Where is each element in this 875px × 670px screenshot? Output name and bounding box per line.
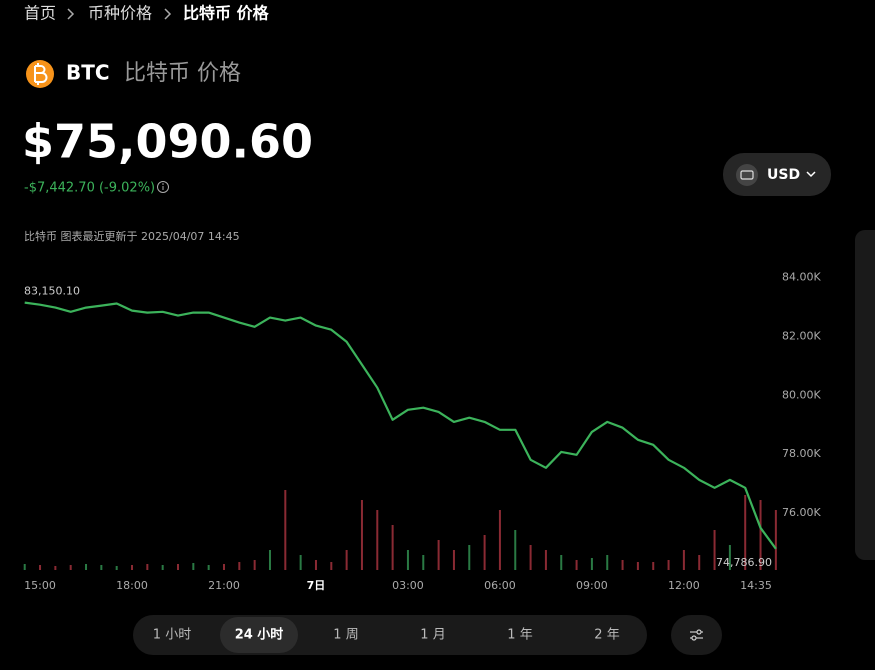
x-tick-label: 21:00 — [208, 579, 240, 592]
x-tick-label: 18:00 — [116, 579, 148, 592]
volume-bar — [85, 564, 88, 570]
btc-icon — [26, 60, 54, 88]
x-tick-label: 03:00 — [392, 579, 424, 592]
range-tab[interactable]: 1 月 — [420, 628, 445, 643]
volume-bar — [268, 550, 271, 570]
volume-bar — [314, 560, 317, 570]
extreme-label: 74,786.90 — [716, 556, 772, 569]
settings-icon — [690, 629, 703, 641]
volume-bar — [376, 510, 379, 570]
volume-bar — [146, 564, 149, 570]
price: $75,090.60 — [22, 115, 313, 169]
breadcrumb-link[interactable]: 币种价格 — [88, 4, 152, 23]
volume-bar — [177, 564, 179, 570]
volume-bar — [100, 565, 103, 570]
volume-bar — [667, 560, 670, 570]
y-tick-label: 78.00K — [782, 447, 821, 460]
volume-bar — [575, 560, 578, 570]
y-tick-label: 76.00K — [782, 506, 821, 519]
volume-bar — [391, 525, 394, 570]
price-change: -$7,442.70 (-9.02%) — [24, 181, 155, 196]
volume-bar — [621, 560, 624, 570]
volume-bar — [406, 550, 409, 570]
volume-bar — [774, 510, 777, 570]
coin-name: 比特币 价格 — [124, 61, 241, 86]
volume-bar — [483, 535, 486, 570]
volume-bar — [698, 555, 701, 570]
volume-bar — [514, 530, 517, 570]
volume-bar — [606, 555, 609, 570]
volume-bar — [544, 550, 547, 570]
volume-bar — [284, 490, 287, 570]
y-tick-label: 80.00K — [782, 388, 821, 401]
volume-bar — [222, 564, 225, 570]
volume-bar — [728, 545, 731, 570]
breadcrumb-sep — [164, 8, 172, 20]
breadcrumb-link[interactable]: 首页 — [24, 4, 56, 23]
range-tabs — [133, 615, 647, 655]
volume-bar — [131, 565, 134, 570]
updated-note: 比特币 图表最近更新于 2025/04/07 14:45 — [24, 229, 240, 243]
side-panel — [855, 230, 875, 560]
x-tick-label: 14:35 — [740, 579, 772, 592]
volume-bar — [192, 563, 195, 570]
x-tick-label: 06:00 — [484, 579, 516, 592]
volume-bar — [759, 500, 762, 570]
volume-bar — [161, 565, 164, 570]
range-tab[interactable]: 2 年 — [594, 628, 619, 643]
settings-button[interactable] — [671, 615, 722, 655]
volume-bar — [590, 558, 593, 570]
volume-bar — [452, 550, 455, 570]
active-tab — [220, 617, 298, 653]
volume-bar — [529, 545, 532, 570]
range-tab[interactable]: 24 小时 — [235, 627, 284, 643]
range-tab[interactable]: 1 年 — [507, 628, 532, 643]
volume-bar — [468, 545, 471, 570]
volume-bar — [330, 562, 333, 570]
volume-bar — [744, 495, 747, 570]
y-tick-label: 82.00K — [782, 329, 821, 342]
volume-bar — [713, 530, 716, 570]
volume-bar — [636, 562, 639, 570]
price-line — [24, 301, 777, 550]
breadcrumb-current: 比特币 价格 — [183, 4, 270, 23]
x-tick-label: 15:00 — [24, 579, 56, 592]
extreme-label: 83,150.10 — [24, 285, 80, 298]
x-tick-label: 12:00 — [668, 579, 700, 592]
volume-bar — [69, 565, 72, 570]
range-tab[interactable]: 1 周 — [333, 628, 358, 643]
x-tick-label: 7日 — [307, 579, 326, 592]
volume-bar — [23, 564, 26, 570]
y-tick-label: 84.00K — [782, 271, 821, 284]
volume-bar — [345, 550, 348, 570]
volume-bar — [652, 562, 655, 570]
currency-button[interactable]: USD — [723, 153, 831, 196]
x-tick-label: 09:00 — [576, 579, 608, 592]
currency: USD — [767, 167, 800, 183]
range-tab[interactable]: 1 小时 — [153, 628, 191, 643]
volume-bar — [299, 555, 302, 570]
volume-bar — [54, 566, 57, 570]
volume-bar — [498, 510, 501, 570]
volume-bar — [253, 560, 256, 570]
breadcrumb-sep — [67, 8, 75, 20]
symbol: BTC — [66, 61, 110, 85]
info-icon[interactable] — [157, 181, 169, 193]
volume-bar — [560, 555, 563, 570]
volume-bar — [207, 565, 210, 570]
volume-bar — [115, 566, 118, 570]
volume-bar — [422, 555, 425, 570]
volume-bar — [437, 540, 440, 570]
volume-bar — [682, 550, 685, 570]
volume-bar — [360, 500, 363, 570]
volume-bar — [39, 565, 42, 570]
volume-bar — [238, 562, 241, 570]
